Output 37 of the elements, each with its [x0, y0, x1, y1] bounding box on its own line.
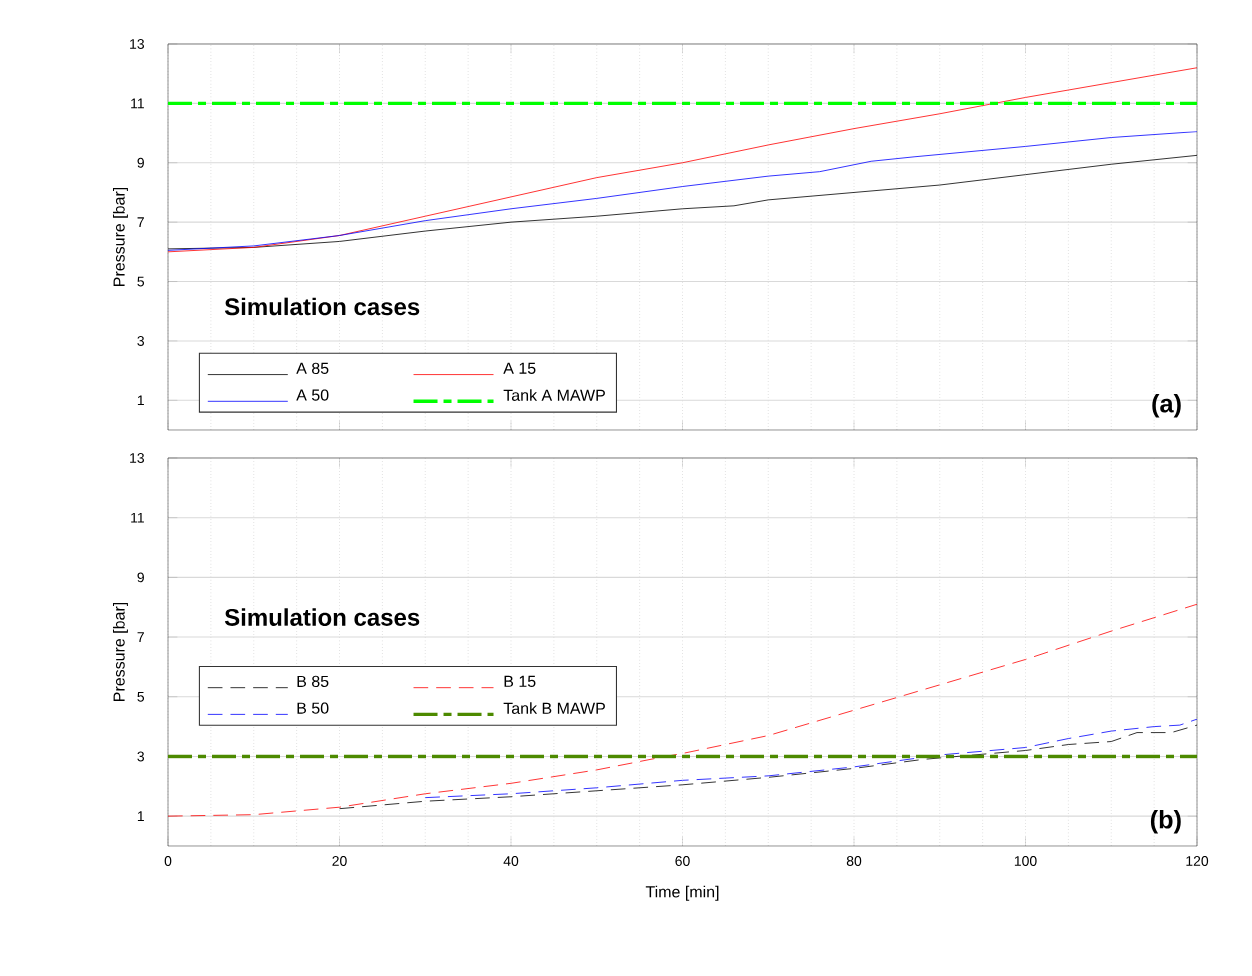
y-tick-label: 11	[131, 98, 144, 109]
annotation: (a)	[1152, 393, 1181, 418]
legend-label: A 50	[296, 389, 329, 401]
x-tick-label: 20	[332, 856, 347, 866]
y-tick-label: 1	[137, 395, 144, 406]
line-series	[168, 67, 1198, 253]
x-tick-label: 120	[1186, 856, 1209, 866]
x-tick-label: 60	[675, 856, 690, 866]
y-tick-label: 9	[137, 157, 144, 168]
y-axis-title: Pressure [bar]	[112, 602, 128, 701]
annotation: (b)	[1150, 809, 1181, 834]
y-tick-label: 3	[137, 335, 145, 346]
legend-title: Simulation cases	[224, 608, 420, 626]
y-tick-label: 5	[137, 691, 145, 702]
y-tick-label: 9	[137, 572, 144, 583]
legend-label: B 85	[297, 675, 329, 688]
legend-label: Tank A MAWP	[503, 389, 605, 401]
y-tick-label: 1	[137, 811, 144, 821]
legend-label: B 15	[504, 675, 536, 687]
x-tick-label: 100	[1014, 856, 1037, 866]
legend-title: Simulation cases	[224, 297, 420, 316]
legend-label: Tank B MAWP	[503, 702, 605, 714]
y-tick-label: 13	[130, 453, 145, 463]
legend-label: B 50	[297, 702, 329, 714]
y-tick-label: 11	[131, 512, 144, 523]
legend-label: A 15	[503, 362, 536, 374]
y-tick-label: 13	[130, 39, 145, 49]
y-tick-label: 7	[137, 217, 144, 227]
y-axis-title: Pressure [bar]	[113, 187, 128, 286]
x-tick-label: 0	[164, 856, 172, 866]
y-tick-label: 3	[137, 751, 145, 762]
x-axis-title: Time [min]	[645, 885, 719, 901]
legend-label: A 85	[296, 362, 329, 374]
y-tick-label: 5	[137, 276, 145, 287]
x-tick-label: 80	[846, 856, 862, 866]
y-tick-label: 7	[137, 632, 144, 642]
x-tick-label: 40	[503, 856, 519, 866]
